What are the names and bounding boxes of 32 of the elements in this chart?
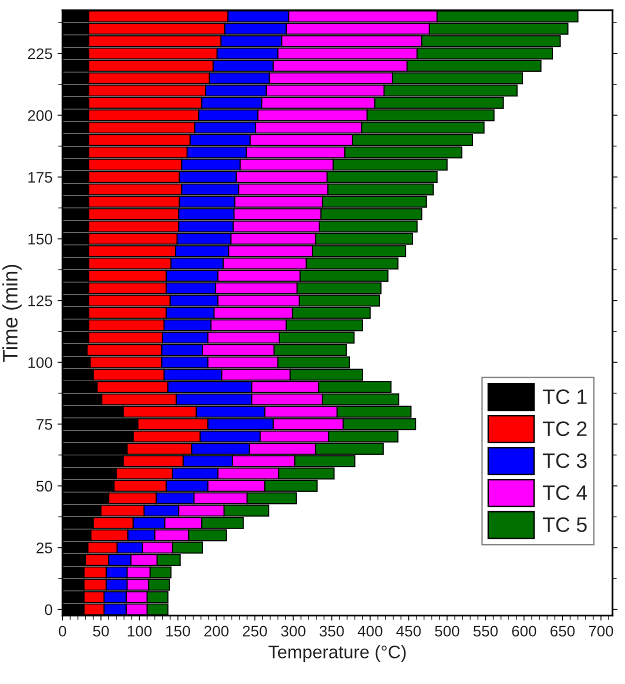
legend-label: TC 5: [542, 517, 587, 532]
y-tick-label: 75: [36, 419, 52, 430]
legend-label: TC 1: [542, 389, 587, 404]
x-tick-label: 300: [281, 626, 306, 637]
x-tick-label: 150: [166, 626, 190, 637]
x-tick-label: 350: [320, 626, 344, 637]
x-tick-label: 500: [434, 626, 460, 637]
y-tick-label: 200: [28, 110, 52, 121]
legend-label: TC 3: [542, 453, 587, 468]
x-tick-label: 700: [589, 626, 614, 637]
y-tick-label: 25: [36, 542, 52, 554]
x-tick-label: 600: [512, 626, 536, 637]
x-tick-label: 250: [242, 626, 267, 637]
y-tick-label: 0: [44, 604, 52, 616]
x-tick-label: 650: [550, 626, 575, 637]
y-tick-label: 175: [28, 172, 52, 183]
x-tick-label: 0: [58, 626, 66, 637]
legend-label: TC 4: [542, 485, 587, 500]
y-tick-label: 50: [36, 480, 52, 492]
x-tick-label: 200: [204, 626, 228, 637]
y-axis-title: Time (min): [2, 264, 22, 362]
x-tick-label: 450: [396, 626, 421, 637]
y-tick-label: 100: [28, 357, 52, 368]
y-tick-label: 150: [28, 234, 52, 244]
x-tick-label: 50: [93, 626, 109, 637]
y-tick-label: 125: [28, 295, 52, 306]
x-tick-label: 550: [473, 626, 498, 637]
x-axis-title: Temperature (°C): [268, 645, 406, 662]
legend-label: TC 2: [542, 421, 587, 436]
x-tick-label: 100: [128, 626, 152, 637]
x-tick-label: 400: [358, 626, 382, 637]
y-tick-label: 225: [28, 48, 52, 60]
